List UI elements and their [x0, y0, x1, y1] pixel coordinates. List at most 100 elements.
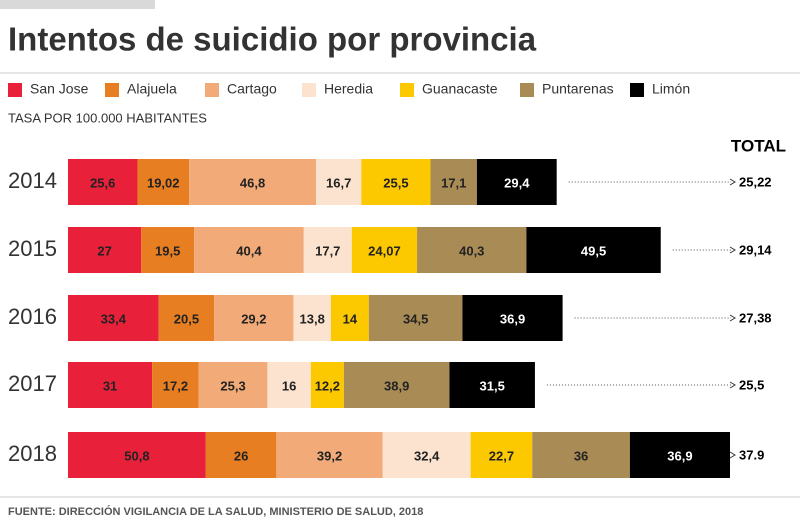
value-label: 19,02: [147, 175, 180, 190]
legend-swatch: [302, 83, 316, 97]
legend-label: Alajuela: [127, 81, 177, 97]
value-label: 36,9: [500, 311, 525, 326]
legend-label: Puntarenas: [542, 81, 614, 97]
legend-label: Guanacaste: [422, 81, 498, 97]
bar-segment: [330, 295, 369, 341]
value-label: 16: [282, 378, 296, 393]
bar-segment: [368, 295, 463, 341]
bar-segment: [141, 227, 195, 273]
value-label: 17,1: [441, 175, 466, 190]
total-label: 25,5: [739, 377, 764, 392]
bar-segment: [343, 362, 450, 408]
value-label: 32,4: [414, 448, 440, 463]
value-label: 29,4: [504, 175, 530, 190]
value-label: 31,5: [480, 378, 505, 393]
legend-swatch: [400, 83, 414, 97]
total-label: 29,14: [739, 242, 772, 257]
legend-label: Limón: [652, 81, 690, 97]
value-label: 16,7: [326, 175, 351, 190]
value-label: 12,2: [315, 378, 340, 393]
bar-segment: [470, 432, 533, 478]
value-label: 27: [97, 243, 111, 258]
total-label: 27,38: [739, 310, 772, 325]
bar-segment: [205, 432, 277, 478]
value-label: 36,9: [667, 448, 692, 463]
total-arrow: [729, 314, 736, 322]
bar-segment: [68, 295, 159, 341]
value-label: 49,5: [581, 243, 606, 258]
value-label: 50,8: [124, 448, 149, 463]
bar-segment: [303, 227, 352, 273]
legend-swatch: [520, 83, 534, 97]
value-label: 22,7: [489, 448, 514, 463]
bar-segment: [316, 159, 362, 205]
legend-swatch: [105, 83, 119, 97]
bar-segment: [293, 295, 331, 341]
total-arrow: [729, 381, 736, 389]
decor-bar: [0, 0, 155, 9]
bar-segment: [158, 295, 215, 341]
value-label: 29,2: [241, 311, 266, 326]
chart-title: Intentos de suicidio por provincia: [8, 21, 537, 58]
value-label: 24,07: [368, 243, 401, 258]
value-label: 34,5: [403, 311, 428, 326]
value-label: 20,5: [174, 311, 199, 326]
y-tick-label: 2015: [8, 236, 57, 261]
bar-segment: [532, 432, 630, 478]
total-label: 37.9: [739, 447, 764, 462]
value-label: 38,9: [384, 378, 409, 393]
bar-segment: [137, 159, 190, 205]
bar-segment: [382, 432, 471, 478]
y-tick-label: 2018: [8, 441, 57, 466]
bar-segment: [198, 362, 268, 408]
bar-segment: [526, 227, 661, 273]
bar-segment: [214, 295, 294, 341]
bar-segment: [276, 432, 383, 478]
bar-segment: [189, 159, 317, 205]
value-label: 31: [103, 378, 117, 393]
legend-swatch: [8, 83, 22, 97]
value-label: 40,4: [236, 243, 262, 258]
value-label: 25,5: [383, 175, 408, 190]
bar-segment: [310, 362, 344, 408]
y-tick-label: 2014: [8, 168, 57, 193]
legend-label: Cartago: [227, 81, 277, 97]
bar-segment: [194, 227, 304, 273]
value-label: 25,3: [220, 378, 245, 393]
bar-segment: [351, 227, 418, 273]
value-label: 17,7: [315, 243, 340, 258]
bar-segment: [476, 159, 557, 205]
bar-segment: [152, 362, 199, 408]
bar-segment: [68, 362, 153, 408]
value-label: 39,2: [317, 448, 342, 463]
value-label: 40,3: [459, 243, 484, 258]
bar-segment: [68, 159, 138, 205]
value-label: 46,8: [240, 175, 265, 190]
bar-segment: [361, 159, 431, 205]
value-label: 14: [343, 311, 358, 326]
y-tick-label: 2016: [8, 304, 57, 329]
total-label: 25,22: [739, 174, 772, 189]
value-label: 19,5: [155, 243, 180, 258]
bar-segment: [68, 432, 206, 478]
bar-segment: [462, 295, 563, 341]
total-arrow: [729, 246, 736, 254]
value-label: 26: [234, 448, 248, 463]
legend-label: San Jose: [30, 81, 89, 97]
total-arrow: [729, 451, 736, 459]
legend-swatch: [630, 83, 644, 97]
bar-segment: [417, 227, 527, 273]
y-tick-label: 2017: [8, 371, 57, 396]
legend-label: Heredia: [324, 81, 373, 97]
bar-segment: [68, 227, 142, 273]
value-label: 36: [574, 448, 588, 463]
source: FUENTE: DIRECCIÓN VIGILANCIA DE LA SALUD…: [8, 505, 423, 518]
value-label: 33,4: [101, 311, 127, 326]
value-label: 13,8: [300, 311, 325, 326]
bar-segment: [430, 159, 477, 205]
total-arrow: [729, 178, 736, 186]
legend-swatch: [205, 83, 219, 97]
value-label: 17,2: [163, 378, 188, 393]
bar-segment: [629, 432, 730, 478]
